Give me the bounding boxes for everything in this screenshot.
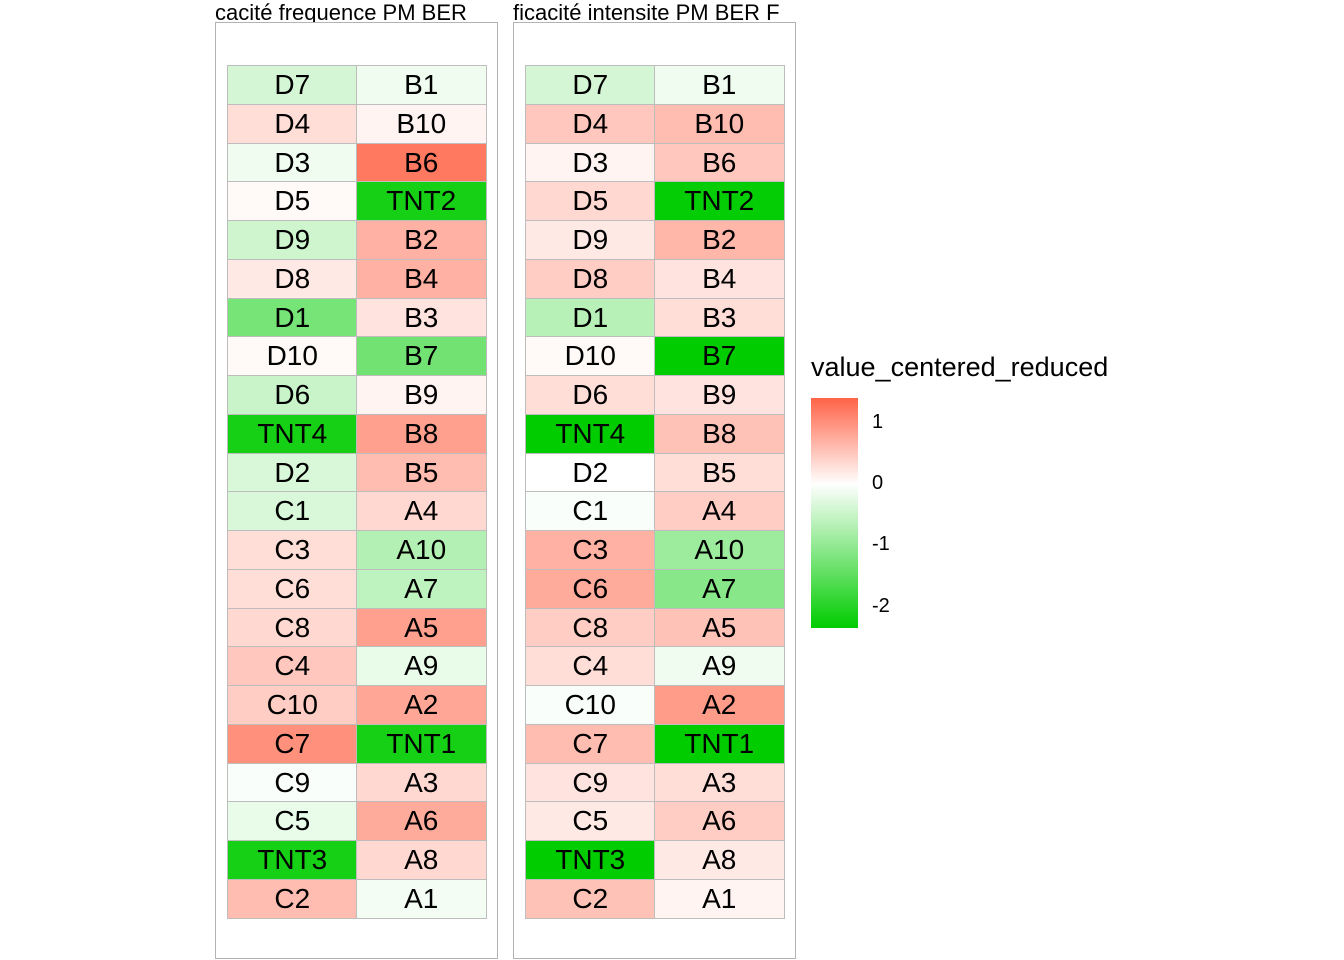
panel-frame	[513, 22, 796, 959]
heatmap-cell: B8	[356, 413, 487, 454]
heatmap-cell: C8	[227, 607, 358, 648]
heatmap-cell: D7	[227, 65, 358, 106]
heatmap-cell: C9	[227, 762, 358, 803]
heatmap-cell: D2	[227, 452, 358, 493]
legend-tick-label: 1	[872, 410, 884, 433]
heatmap-cell: A8	[356, 840, 487, 881]
heatmap-cell: D3	[525, 142, 656, 183]
facet-title: ficacité intensite PM BER F	[513, 0, 780, 22]
heatmap-cell: C3	[227, 530, 358, 571]
heatmap-cell: C7	[227, 723, 358, 764]
heatmap-cell: B3	[654, 297, 785, 338]
heatmap-cell: B8	[654, 413, 785, 454]
heatmap-cell: A5	[356, 607, 487, 648]
heatmap-cell: A5	[654, 607, 785, 648]
heatmap-cell: B2	[654, 220, 785, 261]
heatmap-cell: C1	[525, 491, 656, 532]
heatmap-cell: C2	[227, 878, 358, 919]
heatmap-cell: B6	[356, 142, 487, 183]
heatmap-cell: C2	[525, 878, 656, 919]
heatmap-cell: A4	[356, 491, 487, 532]
heatmap-cell: B10	[654, 103, 785, 144]
legend-tick-label: 0	[872, 471, 884, 494]
heatmap-cell: B3	[356, 297, 487, 338]
heatmap-cell: A10	[654, 530, 785, 571]
legend-title: value_centered_reduced	[811, 352, 1109, 382]
heatmap-cell: B4	[654, 258, 785, 299]
heatmap-cell: D1	[525, 297, 656, 338]
heatmap-cell: D4	[227, 103, 358, 144]
heatmap-cell: C6	[525, 568, 656, 609]
heatmap-cell: B7	[356, 336, 487, 377]
heatmap-cell: TNT2	[356, 181, 487, 222]
heatmap-cell: B1	[356, 65, 487, 106]
heatmap-cell: B9	[356, 375, 487, 416]
heatmap-cell: D8	[525, 258, 656, 299]
heatmap-cell: A3	[654, 762, 785, 803]
heatmap-cell: B5	[654, 452, 785, 493]
heatmap-cell: D9	[525, 220, 656, 261]
heatmap-cell: D4	[525, 103, 656, 144]
heatmap-cell: TNT2	[654, 181, 785, 222]
heatmap-cell: C7	[525, 723, 656, 764]
heatmap-cell: D7	[525, 65, 656, 106]
heatmap-cell: A1	[654, 878, 785, 919]
heatmap-cell: D2	[525, 452, 656, 493]
heatmap-cell: D5	[525, 181, 656, 222]
panel-frame	[215, 22, 498, 959]
heatmap-cell: TNT3	[227, 840, 358, 881]
heatmap-cell: D9	[227, 220, 358, 261]
legend-color-bar	[811, 398, 858, 628]
heatmap-cell: B5	[356, 452, 487, 493]
heatmap-cell: C3	[525, 530, 656, 571]
heatmap-cell: A8	[654, 840, 785, 881]
heatmap-cell: A9	[654, 646, 785, 687]
heatmap-cell: TNT4	[525, 413, 656, 454]
heatmap-cell: TNT4	[227, 413, 358, 454]
heatmap-cell: D8	[227, 258, 358, 299]
heatmap-cell: TNT1	[356, 723, 487, 764]
heatmap-cell: B9	[654, 375, 785, 416]
heatmap-cell: TNT3	[525, 840, 656, 881]
legend-tick-label: -2	[872, 594, 890, 617]
heatmap-cell: D1	[227, 297, 358, 338]
heatmap-cell: B4	[356, 258, 487, 299]
heatmap-cell: D3	[227, 142, 358, 183]
heatmap-cell: D6	[525, 375, 656, 416]
legend-tick-label: -1	[872, 533, 890, 556]
heatmap-cell: D6	[227, 375, 358, 416]
heatmap-cell: C9	[525, 762, 656, 803]
heatmap-cell: A4	[654, 491, 785, 532]
heatmap-cell: A6	[356, 801, 487, 842]
heatmap-cell: D10	[227, 336, 358, 377]
heatmap-cell: C4	[227, 646, 358, 687]
heatmap-cell: B10	[356, 103, 487, 144]
heatmap-cell: C10	[227, 685, 358, 726]
heatmap-cell: TNT1	[654, 723, 785, 764]
heatmap-cell: D10	[525, 336, 656, 377]
heatmap-cell: B1	[654, 65, 785, 106]
heatmap-cell: A2	[654, 685, 785, 726]
heatmap-cell: A9	[356, 646, 487, 687]
heatmap-cell: A7	[654, 568, 785, 609]
heatmap-cell: C1	[227, 491, 358, 532]
heatmap-cell: A1	[356, 878, 487, 919]
facet-title: cacité frequence PM BER	[215, 0, 467, 22]
heatmap-cell: B2	[356, 220, 487, 261]
heatmap-cell: B6	[654, 142, 785, 183]
heatmap-cell: A2	[356, 685, 487, 726]
heatmap-cell: C4	[525, 646, 656, 687]
heatmap-cell: C6	[227, 568, 358, 609]
heatmap-cell: B7	[654, 336, 785, 377]
heatmap-cell: C8	[525, 607, 656, 648]
heatmap-cell: A10	[356, 530, 487, 571]
heatmap-cell: A7	[356, 568, 487, 609]
heatmap-cell: A6	[654, 801, 785, 842]
heatmap-cell: C10	[525, 685, 656, 726]
heatmap-cell: C5	[227, 801, 358, 842]
heatmap-cell: A3	[356, 762, 487, 803]
heatmap-cell: D5	[227, 181, 358, 222]
heatmap-cell: C5	[525, 801, 656, 842]
